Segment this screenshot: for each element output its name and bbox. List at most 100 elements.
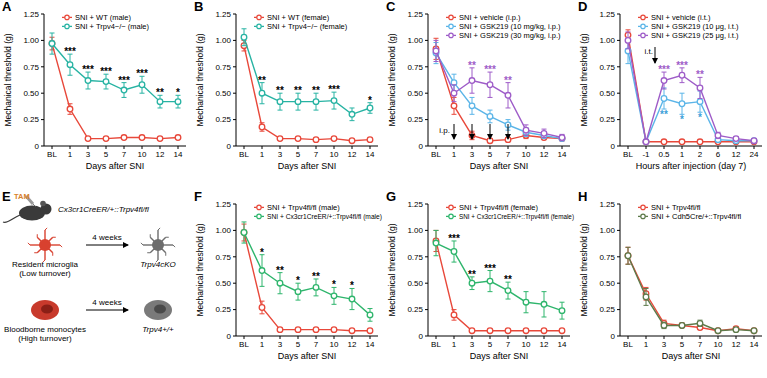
y-tick [233,336,236,337]
x-tick [562,146,563,149]
error-bar [752,139,757,143]
error-bar [434,40,439,61]
x-tick-label: 3 [278,340,283,349]
data-point [139,135,145,141]
chart-panel: D00.250.500.751.001.25BL-10.51261224Hour… [578,0,762,171]
y-tick [617,14,620,15]
legend-label: SNI + GSK219 (25 μg, i.t.) [651,31,739,40]
x-tick-label: 7 [506,150,511,159]
data-point [241,34,247,40]
y-tick [233,309,236,310]
legend-marker [449,205,453,209]
chart-panel: A00.250.500.751.001.25BL1357101214Days a… [2,0,186,171]
data-point [157,99,163,105]
y-tick-label: 0.75 [599,63,615,72]
mouse-ear [40,201,46,207]
x-tick-label: 1 [260,340,265,349]
data-point [451,312,457,318]
data-point [697,321,703,327]
diagram-panel: ETAMCx3cr1CreER/+::Trpv4fl/fl4 weeksResi… [2,189,176,343]
x-tick [436,146,437,149]
y-axis [428,204,429,336]
legend: SNI + WT (male)SNI + Trpv4−/− (male) [62,13,149,31]
cell-label: Resident microglia [12,260,78,269]
legend: SNI + Trpv4fl/fl (female)SNI + Cx3cr1Cre… [446,203,574,221]
y-tick-label: 1.25 [407,200,423,209]
significance-label: *** [484,64,496,75]
drug-label: TAM [14,192,30,201]
y-axis-label: Mechanical threshold (g) [3,33,13,126]
x-tick-label: 5 [488,340,493,349]
data-point [625,38,631,44]
legend-marker [257,15,261,19]
y-tick [233,119,236,120]
x-tick-label: 3 [278,150,283,159]
data-point [277,327,283,333]
y-axis-label: Mechanical threshold (g) [195,33,205,126]
data-point [349,112,355,118]
x-tick [646,146,647,149]
y-axis-label: Mechanical threshold (g) [387,223,397,316]
significance-label: ** [468,269,476,280]
legend-label: SNI + WT (female) [267,13,330,22]
x-tick [664,146,665,149]
x-axis [236,146,378,147]
y-tick-label: 0.25 [23,115,39,124]
significance-label: ** [504,75,512,86]
legend-marker [641,24,645,28]
x-tick-label: 3 [470,150,475,159]
data-point [451,90,457,96]
y-tick-label: 0.50 [23,89,39,98]
data-point [313,327,319,333]
data-point [277,280,283,286]
data-point [643,139,649,145]
x-tick-label: 1 [680,150,685,159]
y-axis [620,14,621,146]
x-tick [736,336,737,339]
series-line [436,53,562,139]
y-tick-label: 1.00 [215,226,231,235]
x-tick-label: 1 [452,150,457,159]
legend-marker [641,15,645,19]
series-line [436,241,562,331]
data-point [751,328,757,334]
data-point [433,240,439,246]
data-point [469,280,475,286]
cell-body [152,239,164,251]
plot-area [241,222,373,334]
y-tick [425,309,428,310]
data-point [469,328,475,334]
cell-label: Bloodborne monocytes [4,325,86,334]
error-bar [488,72,493,97]
x-tick [544,336,545,339]
x-tick-label: 7 [314,150,319,159]
x-tick-label: 3 [86,150,91,159]
y-axis-label: Mechanical threshold (g) [579,33,589,126]
x-tick-label: 7 [314,340,319,349]
x-tick [718,336,719,339]
legend-label: SNI + GSK219 (10 μg, i.t.) [651,22,739,31]
cell-branch [60,245,62,247]
data-point [259,305,265,311]
legend-label: SNI + Trpv4fl/fl (female) [459,203,538,212]
data-point [661,96,667,102]
y-tick [617,309,620,310]
legend-marker [641,205,645,209]
injection-arrow [454,124,455,139]
series-line [436,51,562,138]
data-point [661,139,667,145]
y-tick-label: 1.25 [599,200,615,209]
data-point [733,327,739,333]
x-axis-label: Days after SNI [470,161,529,171]
x-tick [52,146,53,149]
significance-label: *** [118,75,130,86]
y-tick-label: 0.50 [215,279,231,288]
cell-branch [173,245,175,247]
data-point [367,137,373,143]
y-tick [617,146,620,147]
cell-nucleus [41,305,53,314]
plot-area [625,30,757,145]
data-point [241,230,247,236]
error-bar [350,288,355,309]
y-tick-label: 0.75 [215,253,231,262]
